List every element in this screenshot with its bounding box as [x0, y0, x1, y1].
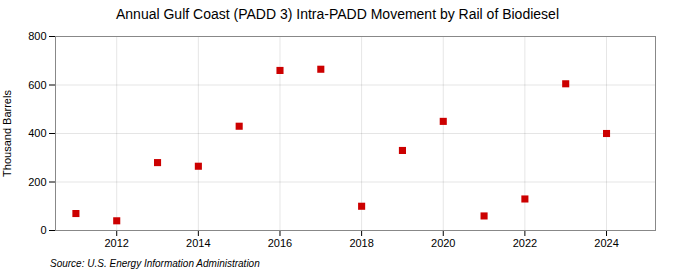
svg-text:2012: 2012	[104, 237, 128, 249]
svg-text:2024: 2024	[594, 237, 618, 249]
svg-text:Thousand Barrels: Thousand Barrels	[1, 90, 13, 177]
html-text:Source: U.S. Energy Informatio: Source: U.S. Energy Information Administ…	[50, 258, 260, 269]
html-text:Annual Gulf Coast (PADD 3) Int: Annual Gulf Coast (PADD 3) Intra-PADD Mo…	[116, 6, 559, 22]
svg-text:400: 400	[28, 127, 46, 139]
svg-text:200: 200	[28, 176, 46, 188]
svg-text:2018: 2018	[349, 237, 373, 249]
svg-text:2020: 2020	[431, 237, 455, 249]
svg-text:600: 600	[28, 79, 46, 91]
svg-text:2014: 2014	[186, 237, 210, 249]
svg-text:0: 0	[40, 224, 46, 236]
svg-text:2022: 2022	[513, 237, 537, 249]
svg-text:2016: 2016	[268, 237, 292, 249]
svg-text:800: 800	[28, 30, 46, 42]
